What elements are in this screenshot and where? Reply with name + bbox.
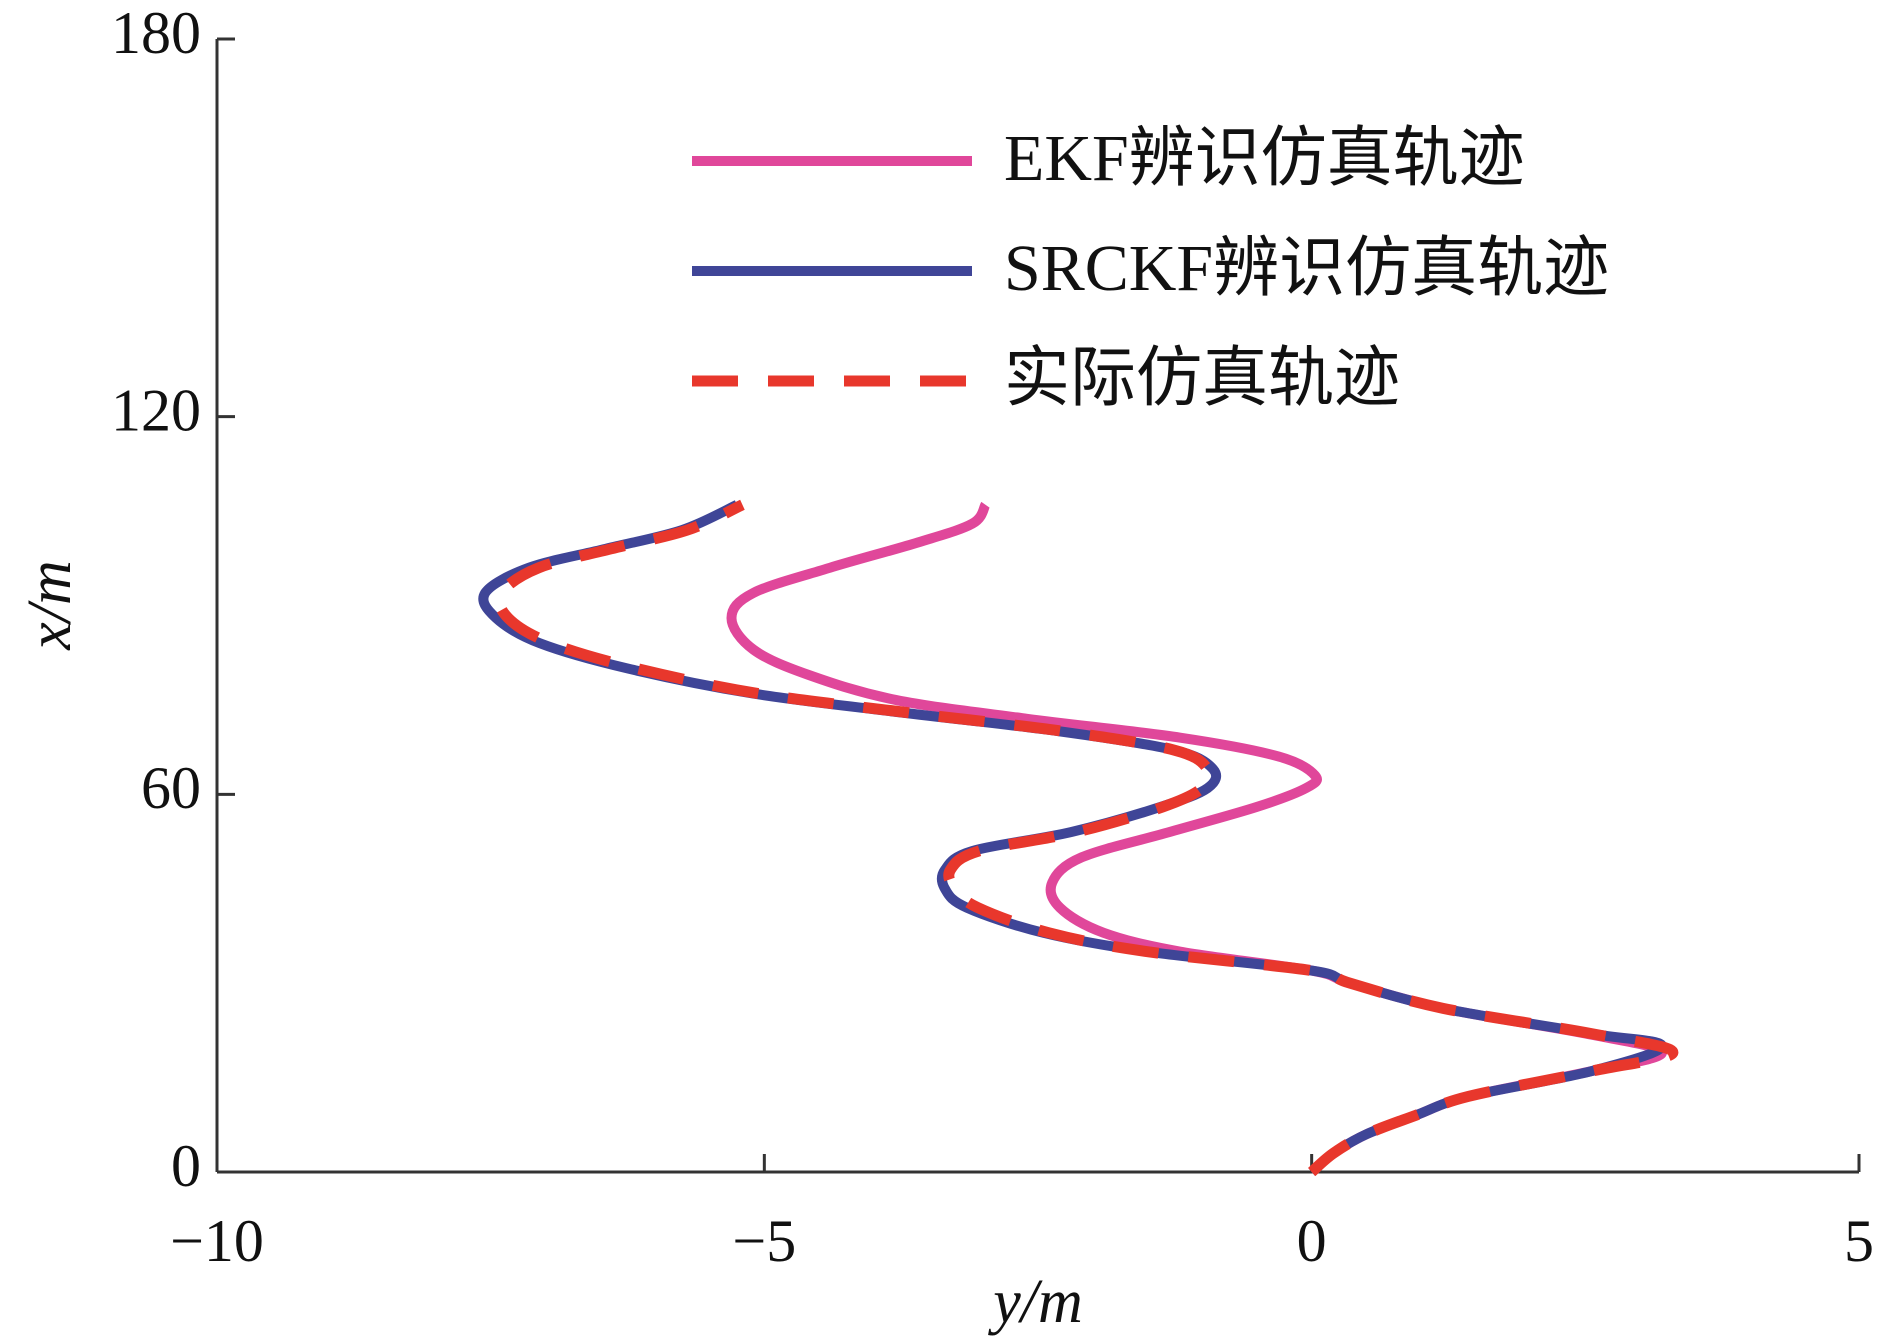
y-tick-label: 180	[111, 0, 201, 66]
y-tick-label: 0	[171, 1133, 201, 1199]
legend-label: EKF辨识仿真轨迹	[1004, 122, 1525, 195]
series-line	[478, 500, 1667, 1176]
x-tick-label: −5	[732, 1208, 796, 1274]
x-tick-label: 5	[1844, 1208, 1874, 1274]
x-tick-label: −10	[170, 1208, 264, 1274]
y-tick-label: 120	[111, 377, 201, 443]
series-line	[493, 499, 1679, 1177]
series-line	[726, 501, 1667, 1176]
legend-label: SRCKF辨识仿真轨迹	[1004, 232, 1609, 305]
legend-label: 实际仿真轨迹	[1004, 342, 1400, 415]
x-axis-label: y/m	[987, 1268, 1083, 1336]
y-tick-label: 60	[141, 755, 201, 821]
x-tick-label: 0	[1297, 1208, 1327, 1274]
y-axis-label: x/m	[16, 560, 84, 651]
